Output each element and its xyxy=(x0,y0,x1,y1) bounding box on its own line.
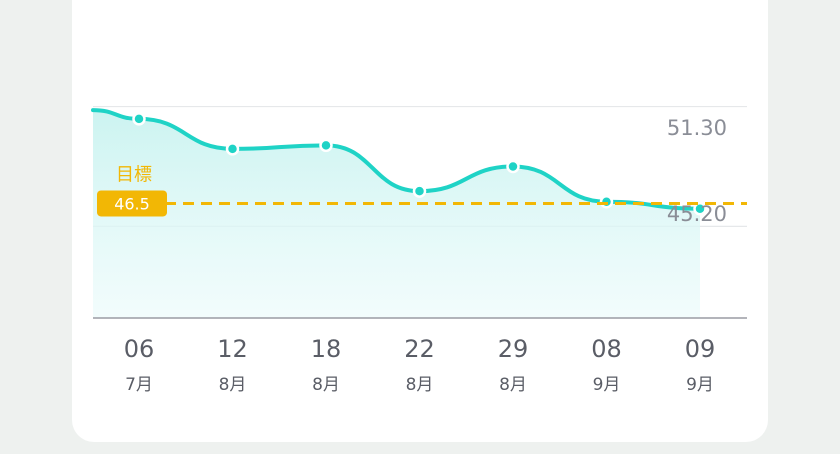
x-tick-day: 12 xyxy=(217,335,248,363)
y-label-bottom: 45.20 xyxy=(667,202,727,226)
y-label-top: 51.30 xyxy=(667,116,727,140)
x-tick-month: 9月 xyxy=(593,375,621,395)
data-point[interactable] xyxy=(319,138,333,153)
data-point[interactable] xyxy=(599,194,614,209)
data-point[interactable] xyxy=(412,184,427,198)
x-tick-month: 8月 xyxy=(406,375,434,395)
data-point[interactable] xyxy=(132,112,146,126)
data-point[interactable] xyxy=(225,142,240,156)
data-point[interactable] xyxy=(693,202,707,216)
x-tick-day: 29 xyxy=(498,335,529,363)
chart-series-line xyxy=(91,108,702,211)
x-tick-month: 8月 xyxy=(219,375,247,395)
data-point[interactable] xyxy=(506,159,520,174)
x-tick-day: 09 xyxy=(685,335,716,363)
x-tick-month: 8月 xyxy=(499,375,527,395)
x-tick-month: 9月 xyxy=(686,375,714,395)
x-tick-day: 18 xyxy=(311,335,342,363)
x-tick-day: 08 xyxy=(591,335,622,363)
goal-label: 目標 xyxy=(116,164,152,185)
x-tick-month: 7月 xyxy=(125,375,153,395)
chart-area-fill xyxy=(93,110,700,318)
goal-value: 46.5 xyxy=(114,194,150,213)
x-tick-day: 06 xyxy=(124,335,155,363)
goal-badge: 46.5 xyxy=(97,190,167,217)
x-tick-day: 22 xyxy=(404,335,435,363)
x-tick-month: 8月 xyxy=(312,375,340,395)
